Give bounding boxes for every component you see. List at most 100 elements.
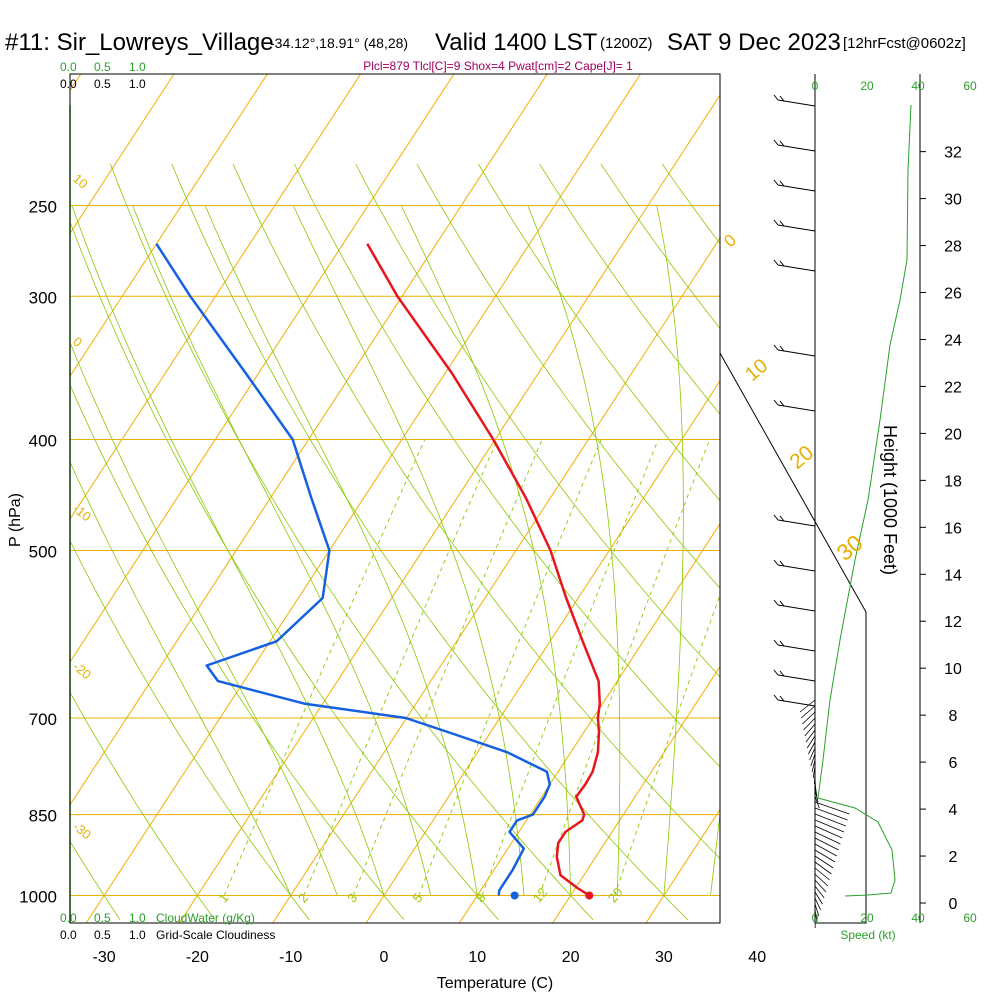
cloudwater-label: CloudWater (g/Kg) bbox=[156, 911, 255, 925]
wind-barb bbox=[777, 404, 816, 412]
wind-barb bbox=[777, 144, 816, 152]
wind-barb-flag bbox=[773, 599, 779, 606]
wind-barb-dense bbox=[814, 807, 848, 821]
wind-barb-dense bbox=[814, 873, 829, 887]
dry-adiabat bbox=[969, 164, 1000, 920]
pressure-tick-500: 500 bbox=[29, 543, 57, 562]
wind-barb-dense bbox=[814, 813, 846, 827]
pressure-tick-250: 250 bbox=[29, 198, 57, 217]
temp-tick--20: -20 bbox=[186, 949, 209, 966]
clipped-grid bbox=[70, 74, 1000, 923]
pressure-tick-400: 400 bbox=[29, 431, 57, 450]
wind-barb-dense bbox=[809, 747, 816, 761]
surface-dewpoint-dot bbox=[510, 891, 519, 900]
temp-tick-20: 20 bbox=[562, 949, 580, 966]
cloud-scale-bottom-black-0: 0.0 bbox=[60, 928, 77, 942]
isotherm-label-left: -20 bbox=[70, 659, 94, 683]
zulu-time: (1200Z) bbox=[600, 35, 653, 52]
temp-tick-40: 40 bbox=[748, 949, 766, 966]
isotherm-line bbox=[926, 74, 1000, 923]
wind-barb-dense bbox=[811, 759, 816, 773]
pressure-tick-850: 850 bbox=[29, 807, 57, 826]
height-tick-4: 4 bbox=[949, 802, 958, 819]
dewpoint-profile bbox=[155, 243, 552, 896]
mixing-ratio-3 bbox=[352, 439, 543, 896]
dry-adiabat bbox=[294, 163, 720, 768]
isotherm-label-left: -30 bbox=[70, 819, 94, 843]
isotherm-line bbox=[70, 74, 362, 520]
wind-barb-flag bbox=[779, 515, 785, 522]
isotherm-label-left: 10 bbox=[70, 171, 91, 192]
height-tick-6: 6 bbox=[949, 755, 958, 772]
temp-tick--30: -30 bbox=[93, 949, 116, 966]
dry-adiabat bbox=[70, 840, 121, 921]
cloud-scale-top-green-0: 0.0 bbox=[60, 60, 77, 74]
wind-barb-dense bbox=[810, 753, 816, 767]
wind-barb-flag bbox=[779, 140, 785, 147]
wind-speed-label: Speed (kt) bbox=[840, 928, 895, 942]
station-coords: -34.12°,18.91° (48,28) bbox=[270, 35, 408, 51]
wind-barb-dense bbox=[805, 729, 816, 743]
height-tick-20: 20 bbox=[944, 426, 962, 443]
mixing-ratio-label-20: 20 bbox=[605, 885, 626, 906]
wind-barb-flag bbox=[773, 694, 779, 701]
wind-scale-top-20: 20 bbox=[860, 79, 874, 93]
height-tick-30: 30 bbox=[944, 192, 962, 209]
mixing-ratio-5 bbox=[418, 439, 602, 896]
wind-barb bbox=[777, 349, 816, 357]
mixing-ratio-8 bbox=[481, 439, 659, 896]
wind-barb-flag bbox=[779, 260, 785, 267]
wind-barb-dense bbox=[814, 843, 837, 857]
isotherm-label-right: 0 bbox=[720, 230, 739, 251]
mixing-ratio-12 bbox=[538, 439, 711, 896]
mixing-ratio-label-8: 8 bbox=[473, 890, 489, 905]
wind-barb-flag bbox=[773, 514, 779, 521]
wind-barb-flag bbox=[773, 219, 779, 226]
moist-adiabat bbox=[71, 205, 385, 896]
wind-scale-top-60: 60 bbox=[963, 79, 977, 93]
dry-adiabat bbox=[416, 163, 720, 589]
mixing-ratio-2 bbox=[303, 439, 498, 896]
moist-adiabat bbox=[70, 341, 338, 896]
dry-adiabat bbox=[70, 691, 216, 921]
wind-barb-flag bbox=[773, 669, 779, 676]
isotherm-line bbox=[552, 665, 720, 923]
isotherm-line bbox=[833, 74, 1000, 923]
grid-lines bbox=[69, 73, 1000, 924]
dry-adiabat bbox=[110, 163, 594, 921]
wind-barb-dense bbox=[806, 735, 816, 749]
height-tick-32: 32 bbox=[944, 145, 962, 162]
mixing-ratio-label-3: 3 bbox=[344, 890, 360, 905]
wind-barb-dense bbox=[814, 855, 834, 869]
wind-barb-flag bbox=[773, 94, 779, 101]
dry-adiabat bbox=[70, 220, 499, 921]
pressure-tick-1000: 1000 bbox=[19, 888, 57, 907]
isotherm-label-left: -10 bbox=[70, 501, 94, 525]
pressure-tick-300: 300 bbox=[29, 288, 57, 307]
valid-time: Valid 1400 LST bbox=[435, 29, 598, 56]
dry-adiabat bbox=[355, 163, 720, 678]
wind-barb bbox=[777, 564, 816, 572]
wind-barb-dense bbox=[804, 723, 816, 737]
wind-scale-bottom-60: 60 bbox=[963, 911, 977, 925]
mixing-ratio-label-2: 2 bbox=[295, 890, 311, 905]
dry-adiabat bbox=[70, 383, 405, 921]
moist-adiabat bbox=[710, 810, 720, 896]
plot-frame bbox=[69, 73, 721, 924]
isotherm-line bbox=[179, 94, 720, 923]
wind-barb-dense bbox=[814, 819, 845, 833]
wind-barb-dense bbox=[814, 885, 825, 899]
wind-speed-profile bbox=[817, 104, 912, 897]
wind-barb-dense bbox=[808, 741, 816, 755]
mixing-ratio-20 bbox=[614, 593, 720, 896]
wind-barb-dense bbox=[814, 795, 820, 809]
height-axis-title: Height (1000 Feet) bbox=[880, 425, 900, 575]
height-tick-12: 12 bbox=[944, 614, 962, 631]
wind-barb-flag bbox=[773, 559, 779, 566]
wind-barb bbox=[777, 519, 816, 527]
wind-scale-top-0: 0 bbox=[812, 79, 819, 93]
isotherm-label-right: 10 bbox=[741, 355, 772, 386]
wind-barb-dense bbox=[800, 705, 816, 719]
dry-adiabat bbox=[724, 164, 1000, 920]
